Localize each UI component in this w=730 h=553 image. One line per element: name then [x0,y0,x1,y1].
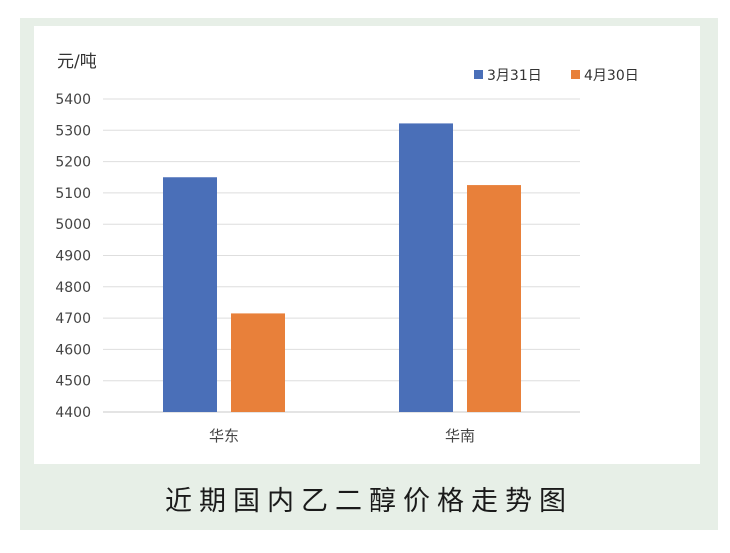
y-tick-label: 4600 [55,342,91,358]
x-tick-label: 华南 [445,427,475,445]
legend-label: 4月30日 [584,68,639,84]
chart-caption: 近期国内乙二醇价格走势图 [165,485,573,517]
y-tick-label: 5300 [55,123,91,139]
legend: 3月31日 4月30日 [474,68,639,84]
y-axis-label: 元/吨 [57,52,97,72]
y-tick-label: 4700 [55,311,91,327]
y-tick-label: 4800 [55,280,91,296]
y-tick-label: 5200 [55,155,91,171]
y-tick-label: 4900 [55,249,91,265]
bar [231,313,285,412]
bar [467,185,521,412]
y-tick-label: 5000 [55,217,91,233]
y-tick-label: 4500 [55,374,91,390]
bar [163,177,217,412]
legend-swatch [474,70,483,79]
x-tick-labels: 华东 华南 [209,427,475,445]
legend-swatch [571,70,580,79]
bars [163,123,521,412]
x-tick-label: 华东 [209,427,239,445]
y-tick-label: 4400 [55,405,91,421]
y-tick-label: 5100 [55,186,91,202]
legend-label: 3月31日 [487,68,542,84]
bar [399,123,453,412]
y-tick-label: 5400 [55,92,91,108]
y-tick-labels: 4400 4500 4600 4700 4800 4900 5000 5100 5200 5300… [55,92,91,421]
